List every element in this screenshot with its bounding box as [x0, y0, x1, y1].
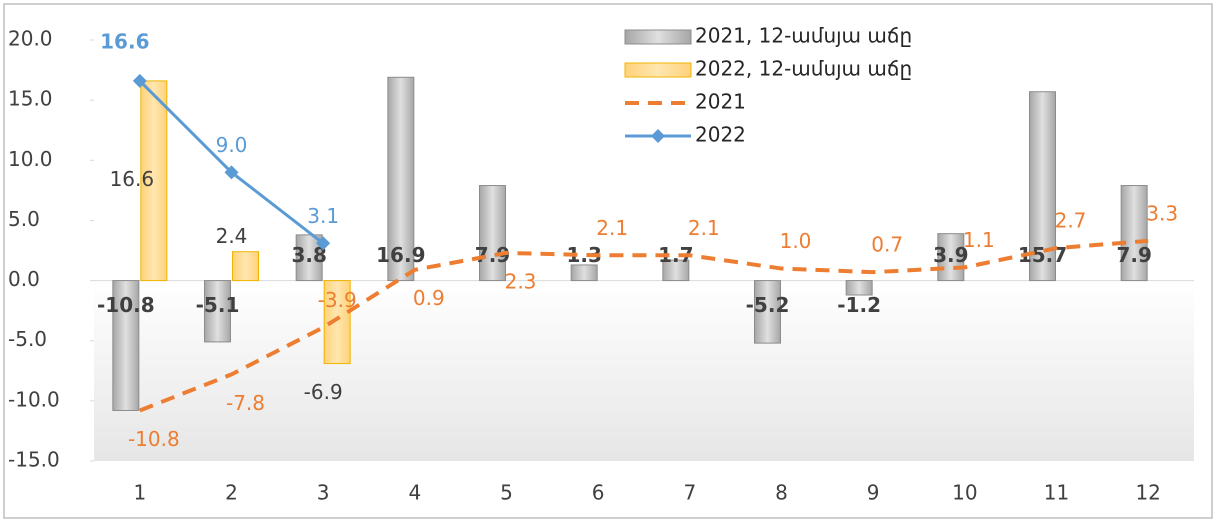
marker	[132, 73, 147, 88]
data-label: 7.9	[1116, 243, 1151, 267]
x-tick-label: 3	[317, 481, 330, 505]
x-tick-label: 10	[952, 481, 977, 505]
bar	[479, 185, 506, 282]
data-label: 2.1	[596, 216, 628, 240]
y-tick-label: -15.0	[8, 448, 60, 472]
bar	[1029, 91, 1056, 282]
bar	[232, 251, 259, 282]
data-label: 16.6	[110, 167, 155, 191]
data-label: -5.1	[196, 293, 240, 317]
y-tick-label: 5.0	[8, 207, 40, 231]
data-label: -3.9	[318, 288, 357, 312]
data-label: -10.8	[97, 293, 155, 317]
bar	[845, 280, 873, 296]
bar	[112, 280, 140, 411]
data-label: 2.3	[505, 269, 537, 293]
legend-label: 2021, 12-ամսյա աճը	[695, 24, 912, 48]
bar	[387, 76, 415, 282]
x-tick-label: 9	[867, 481, 880, 505]
line-2021	[139, 238, 1149, 413]
x-tick-label: 1	[133, 481, 146, 505]
data-label: -5.2	[746, 293, 790, 317]
legend-label: 2021	[695, 90, 746, 114]
data-label: 1.0	[780, 229, 812, 253]
data-label: 3.1	[307, 204, 339, 228]
data-label: 2.1	[688, 216, 720, 240]
data-label: 0.7	[871, 233, 903, 257]
bar	[937, 233, 965, 282]
data-label: 3.9	[933, 243, 968, 267]
y-tick-label: 0.0	[8, 267, 40, 291]
data-label: 2.4	[216, 224, 248, 248]
x-tick-label: 6	[592, 481, 605, 505]
legend-label: 2022, 12-ամսյա աճը	[695, 57, 912, 81]
bar	[662, 259, 690, 282]
bar	[570, 264, 598, 282]
legend-marker	[651, 129, 665, 143]
marker	[316, 236, 331, 251]
negative-area	[94, 281, 1194, 461]
bar	[140, 80, 168, 282]
y-tick-label: 20.0	[8, 27, 53, 51]
y-tick-label: -5.0	[8, 327, 47, 351]
data-label: -1.2	[837, 293, 881, 317]
legend-swatch	[624, 29, 692, 45]
data-label: 16.6	[100, 29, 149, 53]
data-label: -6.9	[304, 380, 343, 404]
data-label: 3.3	[1146, 201, 1178, 225]
x-tick-label: 2	[225, 481, 238, 505]
x-tick-label: 12	[1135, 481, 1160, 505]
bar	[204, 280, 231, 343]
bar	[1120, 185, 1148, 282]
y-tick-label: 10.0	[8, 147, 53, 171]
marker	[224, 165, 239, 180]
legend-label: 2022	[695, 123, 746, 147]
bar	[754, 280, 781, 344]
data-label: 1.1	[963, 228, 995, 252]
data-label: 0.9	[413, 286, 445, 310]
y-tick-label: 15.0	[8, 87, 53, 111]
data-label: -10.8	[128, 427, 180, 451]
legend-swatch	[624, 62, 692, 78]
x-tick-label: 11	[1044, 481, 1069, 505]
x-tick-label: 8	[775, 481, 788, 505]
data-label: -7.8	[226, 391, 265, 415]
data-label: 16.9	[376, 243, 425, 267]
x-tick-label: 7	[683, 481, 696, 505]
x-tick-label: 4	[408, 481, 421, 505]
data-label: 9.0	[216, 133, 248, 157]
y-tick-label: -10.0	[8, 387, 60, 411]
data-label: 2.7	[1055, 209, 1087, 233]
x-tick-label: 5	[500, 481, 513, 505]
